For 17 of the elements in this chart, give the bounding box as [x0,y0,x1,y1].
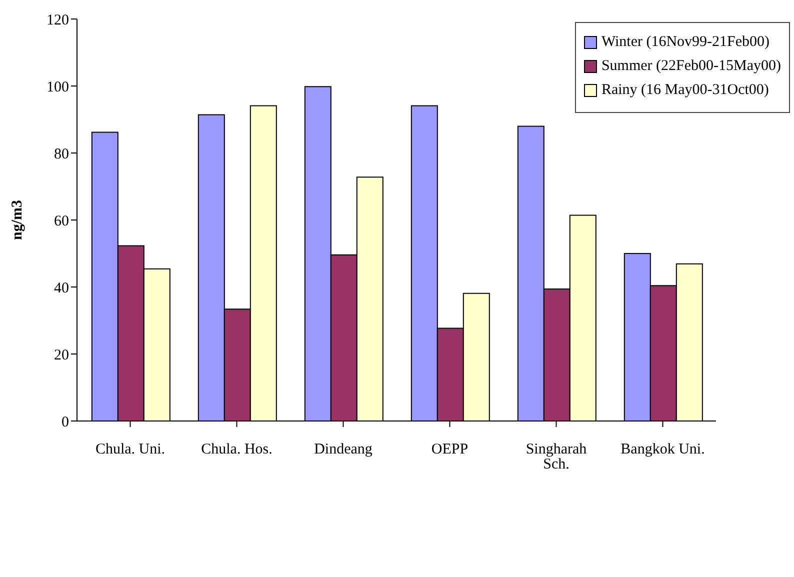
x-tick-label: OEPP [431,442,468,458]
y-tick-label: 100 [46,79,69,96]
y-tick-label: 120 [46,12,69,28]
y-tick-label: 80 [54,146,69,162]
x-tick-label: Chula. Uni. [95,442,166,458]
y-tick-label: 0 [62,414,69,430]
y-tick-label: 40 [54,280,69,296]
x-tick-label: Dindeang [314,442,373,458]
x-tick-label: Singharah Sch. [526,442,588,473]
x-tick-label: Bangkok Uni. [620,442,705,458]
y-axis-title: ng/m3 [9,200,26,240]
x-tick-label: Chula. Hos. [201,442,272,458]
y-tick-label: 60 [54,213,69,230]
legend-label: Winter (16Nov99-21Feb00) [601,34,770,51]
legend-label: Rainy (16 May00-31Oct00) [601,82,769,99]
y-tick-label: 20 [54,347,69,364]
legend-label: Summer (22Feb00-15May00) [601,58,781,75]
